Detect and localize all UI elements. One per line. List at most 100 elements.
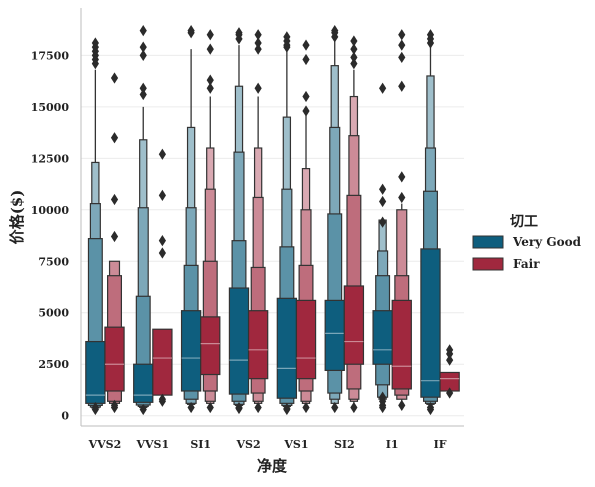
outlier-point — [139, 25, 147, 37]
outlier-point — [350, 35, 358, 47]
outlier-point — [398, 399, 406, 412]
boxen-group — [104, 72, 125, 414]
y-tick-label: 12500 — [31, 152, 70, 165]
y-tick-label: 17500 — [31, 49, 70, 62]
boxen-group — [200, 29, 221, 414]
outlier-point — [254, 401, 262, 414]
outlier-point — [91, 37, 99, 49]
boxen-box — [324, 299, 345, 372]
outlier-point — [158, 393, 166, 405]
boxen-box — [133, 363, 154, 403]
boxen-group — [391, 29, 412, 412]
y-tick-label: 10000 — [31, 204, 70, 217]
outlier-point — [446, 344, 454, 356]
x-tick-label: SI1 — [190, 438, 211, 451]
outlier-point — [446, 354, 454, 366]
axes — [80, 8, 464, 427]
outlier-point — [302, 105, 310, 117]
x-tick-label: VS2 — [235, 438, 260, 451]
outlier-point — [110, 399, 119, 412]
outlier-point — [426, 29, 435, 41]
outlier-point — [110, 193, 119, 206]
boxen-box — [104, 326, 125, 392]
outlier-point — [398, 80, 406, 92]
x-tick-label: VS1 — [283, 438, 308, 451]
outlier-point — [254, 82, 262, 94]
outlier-point — [187, 401, 195, 414]
outlier-point — [254, 29, 262, 41]
boxen-group — [247, 29, 269, 414]
outlier-point — [235, 401, 243, 414]
boxen-box — [85, 340, 106, 404]
boxen-box — [276, 297, 298, 399]
legend-label: Fair — [513, 257, 540, 271]
outlier-point — [331, 401, 339, 414]
legend-label: Very Good — [512, 235, 582, 249]
boxen-box — [228, 287, 250, 395]
outlier-point — [139, 49, 147, 61]
boxen-group — [228, 27, 250, 415]
boxen-group — [276, 31, 298, 416]
outlier-point — [158, 235, 166, 247]
boxen-marks — [85, 25, 460, 416]
boxen-group — [295, 39, 317, 414]
outlier-point — [398, 39, 406, 51]
outlier-point — [91, 401, 99, 414]
outlier-point — [158, 148, 166, 160]
y-tick-label: 15000 — [31, 101, 70, 114]
y-tick-label: 5000 — [38, 307, 69, 320]
boxen-box — [180, 310, 202, 392]
outlier-point — [350, 43, 358, 55]
outlier-point — [283, 31, 291, 43]
y-axis-label: 价格($) — [8, 190, 26, 245]
boxen-box — [420, 248, 441, 398]
outlier-point — [331, 25, 339, 37]
x-tick-label: SI2 — [334, 438, 355, 451]
boxen-group — [152, 148, 173, 407]
outlier-point — [302, 90, 310, 103]
outlier-point — [379, 391, 387, 403]
outlier-point — [446, 387, 454, 399]
outlier-point — [350, 51, 358, 64]
outlier-point — [350, 57, 358, 70]
y-tick-label: 7500 — [38, 255, 69, 268]
legend-swatch — [472, 257, 504, 271]
outlier-point — [379, 82, 387, 94]
boxen-box — [391, 299, 412, 390]
outlier-point — [187, 25, 195, 37]
legend-swatch — [472, 235, 504, 249]
outlier-point — [206, 74, 214, 86]
x-tick-labels: VVS2 VVS1 SI1 VS2 VS1 SI2 I1 IF — [88, 438, 447, 451]
outlier-point — [302, 401, 310, 414]
x-tick-label: I1 — [386, 438, 399, 451]
boxen-box — [247, 310, 269, 380]
outlier-point — [398, 29, 406, 41]
outlier-point — [302, 53, 310, 66]
outlier-point — [350, 401, 358, 414]
outlier-point — [235, 27, 243, 39]
outlier-point — [254, 43, 262, 55]
outlier-point — [206, 401, 214, 414]
boxen-box — [200, 316, 221, 376]
outlier-point — [110, 72, 119, 84]
x-tick-label: IF — [434, 438, 447, 451]
outlier-point — [426, 401, 435, 414]
y-tick-label: 0 — [61, 410, 69, 423]
outlier-point — [158, 189, 166, 202]
outlier-point — [379, 216, 387, 228]
boxen-group — [180, 25, 202, 414]
y-tick-label: 2500 — [38, 358, 69, 371]
outlier-point — [158, 247, 166, 259]
boxen-group — [343, 35, 365, 414]
x-tick-label: VVS1 — [135, 438, 169, 451]
legend-title: 切工 — [510, 214, 538, 230]
outlier-point — [379, 183, 387, 195]
y-tick-labels: 0 2500 5000 7500 10000 12500 15000 17500 — [31, 49, 70, 422]
outlier-point — [398, 51, 406, 64]
boxen-group — [85, 37, 106, 416]
outlier-point — [254, 37, 262, 49]
outlier-point — [379, 195, 387, 208]
outlier-point — [139, 82, 147, 94]
